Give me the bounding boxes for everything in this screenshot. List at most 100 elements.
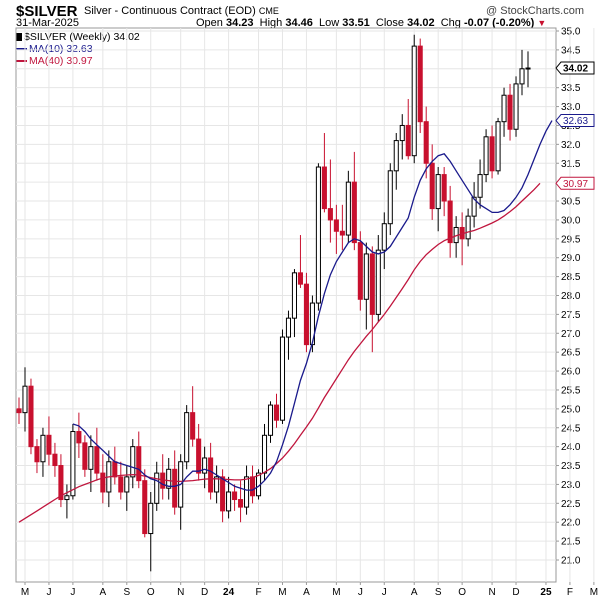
candle xyxy=(22,367,28,432)
candle-body xyxy=(525,67,531,70)
last-value-tag: 34.02 xyxy=(555,61,595,75)
candle xyxy=(285,310,292,360)
x-tick-label: 24 xyxy=(223,587,235,598)
candle xyxy=(82,435,88,477)
candle-body xyxy=(273,404,280,421)
candle xyxy=(393,133,399,190)
candle-body xyxy=(40,434,46,463)
candle-body xyxy=(471,196,477,217)
candle-body xyxy=(244,476,250,508)
candle-body xyxy=(369,253,375,315)
y-tick-label: 21.0 xyxy=(561,556,581,567)
y-tick-label: 24.0 xyxy=(561,442,581,453)
x-tick-label: A xyxy=(303,587,310,598)
candle-body xyxy=(429,162,435,210)
candle-body xyxy=(94,446,100,474)
candle xyxy=(28,378,34,455)
candle-body xyxy=(357,242,363,300)
candle xyxy=(267,401,274,443)
candle xyxy=(333,204,339,254)
candle-body xyxy=(507,94,513,130)
candle-body xyxy=(465,215,471,240)
candle xyxy=(411,34,417,164)
candle-body xyxy=(447,200,453,244)
candle-body xyxy=(22,385,28,414)
candle xyxy=(130,439,136,489)
candle-body xyxy=(327,208,333,221)
candle xyxy=(214,465,220,504)
candle xyxy=(513,76,519,137)
candle-body xyxy=(477,174,483,198)
legend-ma10: MA(10) 32.63 xyxy=(16,44,93,55)
candle-body xyxy=(88,446,94,470)
candle-body xyxy=(321,166,327,210)
candle-body xyxy=(393,140,399,172)
candle xyxy=(483,129,489,183)
candle-body xyxy=(489,136,495,172)
candle xyxy=(64,484,70,519)
y-tick-label: 30.0 xyxy=(561,215,581,226)
line-swatch-icon xyxy=(16,48,27,50)
candle-body xyxy=(375,249,381,315)
candle-body xyxy=(124,476,130,493)
high-label: High xyxy=(259,17,283,29)
x-tick-label: F xyxy=(567,587,573,598)
legend-ma10-text: MA(10) 32.63 xyxy=(29,43,93,55)
candle-body xyxy=(70,431,76,497)
y-tick-label: 32.0 xyxy=(561,140,581,151)
candle-body xyxy=(58,465,64,501)
chart-description: Silver - Continuous Contract (EOD) CME xyxy=(84,6,279,17)
candle-body xyxy=(513,83,519,130)
candle xyxy=(417,38,423,134)
candle xyxy=(315,163,321,311)
tag-box xyxy=(555,176,595,190)
candle xyxy=(369,246,375,353)
candle-body xyxy=(232,491,238,501)
triangle-down-icon: ▼ xyxy=(537,18,547,28)
candle-body xyxy=(100,472,106,493)
candle xyxy=(327,159,333,243)
candle xyxy=(100,454,106,504)
y-tick-label: 28.5 xyxy=(561,272,581,283)
candle xyxy=(70,423,76,500)
candle xyxy=(112,446,118,485)
candle-body xyxy=(363,253,369,300)
candle-body xyxy=(136,446,142,482)
candle xyxy=(88,435,94,492)
x-tick-label: F xyxy=(255,587,261,598)
candle xyxy=(423,106,429,179)
candle-body xyxy=(46,434,52,455)
y-tick-label: 33.5 xyxy=(561,83,581,94)
candle xyxy=(429,144,435,220)
y-tick-label: 23.0 xyxy=(561,480,581,491)
candle xyxy=(118,461,124,500)
candle-body xyxy=(411,45,417,157)
candle xyxy=(477,159,483,209)
candle-body xyxy=(351,181,357,244)
candle xyxy=(76,412,82,458)
candle-body xyxy=(202,457,208,474)
candle xyxy=(321,133,327,213)
candle xyxy=(106,450,112,508)
x-tick-label: J xyxy=(382,587,387,598)
open-label: Open xyxy=(196,17,223,29)
brand-watermark[interactable]: @ StockCharts.com xyxy=(486,5,584,17)
x-tick-label: M xyxy=(590,587,598,598)
description-text: Silver - Continuous Contract (EOD) xyxy=(84,5,256,17)
candle xyxy=(154,461,160,511)
candle xyxy=(16,397,22,424)
last-value-tag: 30.97 xyxy=(555,176,595,190)
candle xyxy=(160,454,166,500)
x-tick-label: A xyxy=(411,587,418,598)
candle-body xyxy=(267,404,274,436)
candle-body xyxy=(435,174,441,210)
candle-body xyxy=(250,476,256,497)
candle xyxy=(184,405,190,470)
y-tick-label: 26.5 xyxy=(561,348,581,359)
candle-body xyxy=(190,412,196,440)
x-tick-label: D xyxy=(201,587,208,598)
candle-body xyxy=(285,317,292,338)
candle xyxy=(178,454,184,530)
y-tick-label: 24.5 xyxy=(561,423,581,434)
